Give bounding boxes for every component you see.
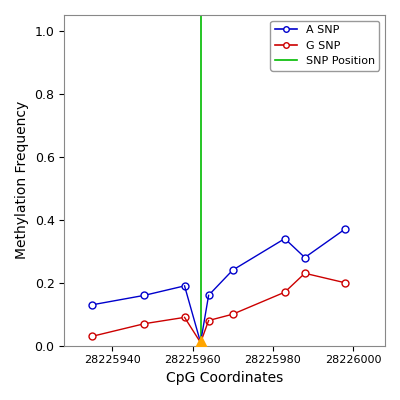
X-axis label: CpG Coordinates: CpG Coordinates bbox=[166, 371, 283, 385]
Y-axis label: Methylation Frequency: Methylation Frequency bbox=[15, 101, 29, 260]
Legend: A SNP, G SNP, SNP Position: A SNP, G SNP, SNP Position bbox=[270, 20, 380, 70]
